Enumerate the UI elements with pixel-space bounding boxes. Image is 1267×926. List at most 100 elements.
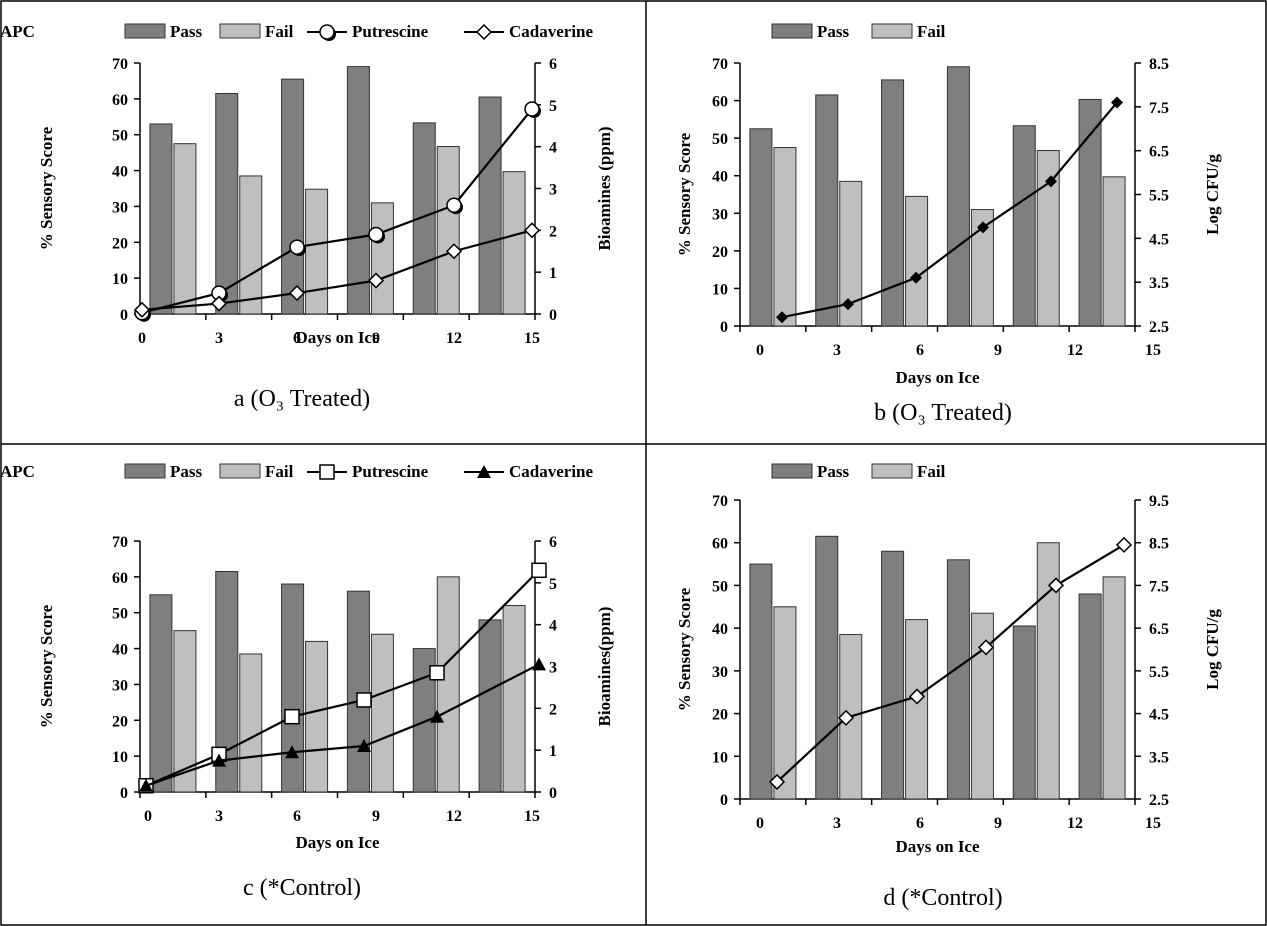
marker-cadaverine [367,272,385,289]
y-tick-label-left: 0 [120,307,128,324]
y-tick-label-right: 6 [549,56,557,73]
y-tick-label-right: 8.5 [1149,56,1169,73]
marker-putrescine [446,197,462,213]
y-tick-label-right: 4 [549,140,557,157]
y-tick-label-left: 30 [712,206,728,223]
line-apc [781,101,1118,319]
bar-fail [305,640,329,793]
x-tick-label: 0 [138,330,146,347]
y-axis-label-left: % Sensory Score [675,587,694,711]
bar-fail [239,175,263,315]
y-tick-label-right: 0 [549,307,557,324]
bar-pass [412,122,436,315]
y-tick-label-left: 20 [112,713,128,730]
y-tick-label-left: 30 [112,677,128,694]
x-tick-label: 3 [215,808,223,825]
x-tick-label: 9 [372,330,380,347]
bar-pass [815,535,839,800]
legend-label-putrescine: Putrescine [352,462,429,481]
marker-cadaverine [212,753,226,767]
y-tick-label-left: 20 [712,244,728,261]
marker-apc [1047,577,1065,594]
panel-caption: b (O₃ Treated) [874,400,1012,426]
x-tick-label: 12 [446,330,462,347]
x-tick-label: 12 [1067,815,1083,832]
bar-pass [1078,593,1102,800]
line-apc [776,543,1125,783]
bar-pass [1012,625,1036,800]
x-tick-label: 0 [144,808,152,825]
marker-cadaverine [285,745,299,759]
x-tick-label: 3 [833,342,841,359]
y-tick-label-left: 60 [712,94,728,111]
y-tick-label-left: 70 [112,56,128,73]
y-tick-label-right: 1 [549,743,557,760]
x-tick-label: 12 [1067,342,1083,359]
marker-putrescine [356,692,372,708]
panel-caption: c (*Control) [243,875,361,901]
y-tick-label-left: 60 [712,536,728,553]
line-putrescine [141,108,533,314]
y-tick-label-left: 10 [112,749,128,766]
y-tick-label-left: 50 [112,606,128,623]
y-tick-label-left: 40 [112,164,128,181]
x-tick-label: 0 [756,342,764,359]
y-tick-label-left: 40 [712,621,728,638]
y-tick-label-left: 50 [112,128,128,145]
bar-fail [773,606,797,800]
y-tick-label-right: 8.5 [1149,536,1169,553]
marker-putrescine [368,226,384,243]
y-tick-label-left: 20 [712,707,728,724]
y-tick-label-right: 7.5 [1149,100,1169,117]
legend-swatch-pass [771,23,813,39]
marker-putrescine [429,665,445,681]
legend-swatch-pass [771,463,813,479]
legend-label-fail: Fail [917,22,946,41]
y-tick-label-right: 5.5 [1149,188,1169,205]
bar-pass [946,559,970,800]
bar-pass [149,123,173,315]
bar-fail [1036,542,1060,800]
marker-putrescine [284,708,300,725]
y-tick-label-left: 40 [112,642,128,659]
legend-label-fail: Fail [265,462,294,481]
bar-pass [946,66,970,327]
legend-marker-putrescine [319,24,335,40]
y-tick-label-left: 70 [712,56,728,73]
legend-swatch-pass [124,23,166,39]
marker-putrescine [524,101,540,117]
bar-pass [749,563,773,800]
bar-pass [881,550,905,800]
marker-cadaverine [139,778,153,792]
legend-swatch-fail [219,463,261,479]
marker-cadaverine [532,657,546,671]
y-tick-label-left: 20 [112,235,128,252]
y-tick-label-left: 40 [712,169,728,186]
bar-pass [478,96,502,315]
bar-pass [1012,125,1036,327]
y-axis-label-left: % Sensory Score [37,604,56,728]
y-axis-label-right: Log CFU/g [1203,154,1222,235]
bar-fail [1036,150,1060,327]
x-axis-label: Days on Ice [895,368,980,387]
legend-label-fail: Fail [917,462,946,481]
marker-apc [1115,536,1133,553]
y-axis-label-right: Log CFU/g [1203,609,1222,690]
y-tick-label-right: 6 [549,534,557,551]
marker-cadaverine [445,243,463,260]
legend-label-cadaverine: Cadaverine [509,462,594,481]
legend-label-pass: Pass [170,22,203,41]
marker-apc [776,311,788,324]
y-tick-label-right: 4.5 [1149,707,1169,724]
y-tick-label-left: 30 [112,199,128,216]
marker-cadaverine [210,295,228,312]
bar-fail [502,605,526,793]
y-tick-label-left: 0 [120,785,128,802]
y-axis-label-left: % Sensory Score [675,132,694,256]
marker-apc [768,773,786,790]
marker-cadaverine [430,709,444,723]
y-tick-label-right: 3.5 [1149,275,1169,292]
y-tick-label-right: 3 [549,660,557,677]
